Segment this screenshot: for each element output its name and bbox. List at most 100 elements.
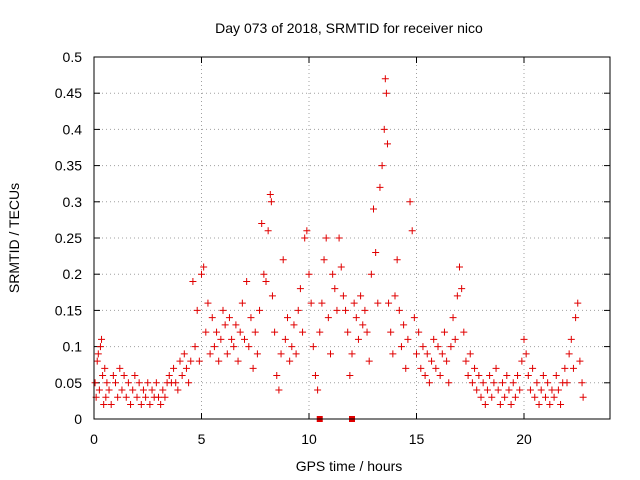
data-point <box>273 372 281 380</box>
data-point <box>249 364 257 372</box>
data-point <box>514 372 522 380</box>
data-point <box>185 379 193 387</box>
data-point <box>241 335 248 343</box>
x-tick-label: 15 <box>409 431 425 447</box>
data-point <box>520 335 528 343</box>
data-point <box>537 386 545 394</box>
data-point <box>475 372 483 380</box>
data-point <box>438 350 446 358</box>
data-point <box>387 328 395 336</box>
data-point <box>359 321 367 329</box>
data-point <box>391 292 399 300</box>
data-point <box>533 379 541 387</box>
data-point <box>529 364 537 372</box>
data-point <box>193 306 201 314</box>
data-point <box>539 372 547 380</box>
data-point <box>172 379 180 387</box>
y-tick-label: 0.4 <box>63 121 83 137</box>
data-point <box>96 343 104 351</box>
data-point <box>477 393 485 401</box>
data-point <box>346 372 354 380</box>
data-point <box>579 393 587 401</box>
data-point <box>357 292 365 300</box>
data-point <box>118 386 126 394</box>
data-point <box>395 306 403 314</box>
data-point <box>176 357 184 365</box>
data-point <box>542 393 549 401</box>
data-point <box>365 357 373 365</box>
data-point <box>428 357 436 365</box>
data-point <box>567 335 575 343</box>
chart-title: Day 073 of 2018, SRMTID for receiver nic… <box>215 20 483 36</box>
data-point <box>576 357 584 365</box>
data-point <box>135 379 143 387</box>
data-point <box>243 277 251 285</box>
data-point <box>361 306 369 314</box>
data-point <box>215 357 223 365</box>
data-point <box>174 386 182 394</box>
y-tick-label: 0.1 <box>63 339 83 355</box>
data-point <box>337 263 345 271</box>
data-point <box>370 205 377 213</box>
data-point <box>245 343 253 351</box>
data-points <box>91 75 587 422</box>
data-point <box>116 364 124 372</box>
data-point <box>105 386 113 394</box>
data-point <box>372 248 380 256</box>
data-point <box>440 328 448 336</box>
data-point <box>434 343 442 351</box>
data-point <box>481 401 489 409</box>
data-point <box>94 350 102 358</box>
data-point <box>262 277 270 285</box>
data-point <box>473 386 481 394</box>
data-point <box>544 379 552 387</box>
data-point <box>131 372 139 380</box>
data-point <box>230 343 238 351</box>
y-axis-label: SRMTID / TECUs <box>6 183 22 293</box>
data-point <box>486 372 494 380</box>
data-point <box>95 386 103 394</box>
data-point <box>503 372 511 380</box>
data-point <box>305 270 313 278</box>
data-point <box>232 321 240 329</box>
data-point <box>552 372 560 380</box>
plot-frame <box>93 56 611 420</box>
y-tick-label: 0.05 <box>55 375 82 391</box>
data-point <box>228 335 236 343</box>
data-point <box>146 401 154 409</box>
data-point <box>202 328 210 336</box>
data-point <box>561 364 569 372</box>
y-tick-label: 0.35 <box>55 158 82 174</box>
data-point <box>381 75 389 83</box>
data-point <box>91 379 99 387</box>
data-point <box>380 125 388 133</box>
data-point <box>275 386 283 394</box>
data-point <box>217 335 225 343</box>
data-point <box>518 357 526 365</box>
data-point <box>309 343 317 351</box>
data-point <box>432 364 440 372</box>
data-point <box>247 314 255 322</box>
data-point <box>546 401 554 409</box>
data-point <box>114 393 122 401</box>
data-point <box>170 364 178 372</box>
data-point <box>499 379 506 387</box>
data-point <box>120 372 128 380</box>
y-tick-label: 0.5 <box>63 49 83 65</box>
data-point <box>342 306 350 314</box>
data-point <box>206 350 214 358</box>
data-point <box>264 227 272 235</box>
data-point <box>352 314 360 322</box>
data-point <box>267 198 275 206</box>
data-point <box>271 328 279 336</box>
y-tick-label: 0.15 <box>55 302 82 318</box>
data-point <box>376 183 384 191</box>
data-point <box>223 350 231 358</box>
x-tick-label: 5 <box>198 431 206 447</box>
data-point <box>554 386 562 394</box>
data-point <box>574 299 582 307</box>
data-point <box>268 292 276 300</box>
data-point <box>466 350 474 358</box>
data-point <box>320 256 328 264</box>
data-point <box>421 372 429 380</box>
